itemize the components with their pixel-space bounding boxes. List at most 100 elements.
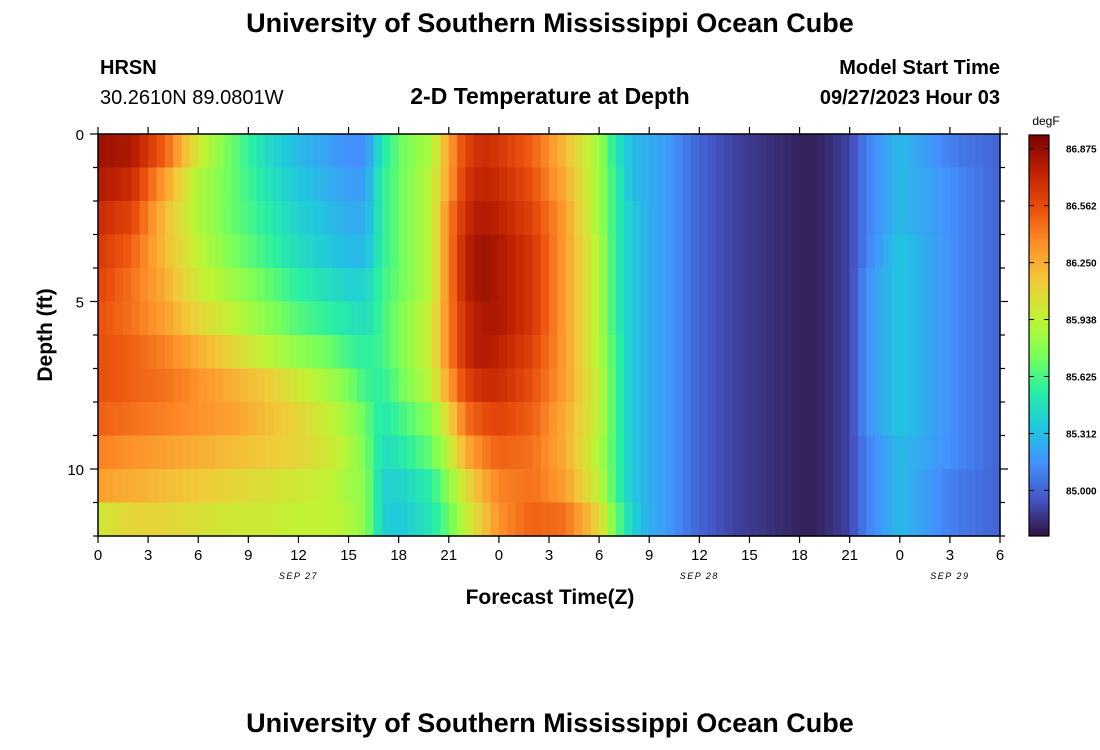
heatmap-cell [716,435,725,470]
heatmap-cell [173,469,183,504]
colorbar-segment [1029,515,1049,519]
heatmap-cell [281,368,291,403]
colorbar-segment [1029,222,1049,226]
heatmap-cell [674,402,684,437]
heatmap-cell [582,435,592,470]
heatmap-cell [532,402,542,437]
heatmap-cell [173,167,183,202]
heatmap-cell [841,134,851,169]
heatmap-cell [515,402,525,437]
heatmap-cell [640,234,650,269]
heatmap-cell [173,435,183,470]
heatmap-cell [565,368,575,403]
heatmap-cell [916,368,926,403]
heatmap-cell [407,234,416,269]
heatmap-cell [473,469,483,504]
heatmap-cell [98,335,107,370]
heatmap-cell [139,502,149,537]
heatmap-cell [189,335,199,370]
heatmap-cell [741,335,751,370]
heatmap-cell [858,201,867,236]
heatmap-cell [515,435,525,470]
heatmap-cell [98,502,107,537]
heatmap-cell [799,335,809,370]
heatmap-cell [423,502,433,537]
heatmap-cell [298,268,308,303]
heatmap-cell [356,469,366,504]
heatmap-cell [214,268,224,303]
heatmap-cell [724,301,734,336]
heatmap-cell [189,134,199,169]
heatmap-cell [807,167,817,202]
colorbar-segment [1029,277,1049,281]
heatmap-cell [883,234,893,269]
colorbar-segment [1029,388,1049,392]
heatmap-cell [532,134,542,169]
heatmap-cell [373,335,383,370]
heatmap-cell [832,301,842,336]
heatmap-cell [849,301,859,336]
heatmap-cell [214,201,224,236]
colorbar-segment [1029,525,1049,529]
heatmap-cell [206,268,216,303]
heatmap-cell [640,134,650,169]
heatmap-cell [440,167,450,202]
heatmap-cell [306,469,316,504]
heatmap-cell [223,268,233,303]
heatmap-cell [298,335,308,370]
heatmap-cell [816,469,826,504]
heatmap-cell [858,268,867,303]
heatmap-cell [766,435,776,470]
heatmap-cell [398,502,408,537]
colorbar-tick-label: 85.000 [1066,486,1097,497]
heatmap-cell [724,469,734,504]
heatmap-cell [774,234,784,269]
heatmap-cell [665,201,675,236]
heatmap-cell [290,502,300,537]
heatmap-cell [156,402,166,437]
heatmap-cell [966,469,976,504]
heatmap-cell [916,201,926,236]
heatmap-cell [883,335,893,370]
heatmap-cell [632,167,642,202]
heatmap-cell [348,134,358,169]
x-tick-label: 12 [691,547,708,564]
heatmap-cell [716,134,725,169]
heatmap-cell [356,335,366,370]
heatmap-cell [966,268,976,303]
colorbar-segment [1029,368,1049,372]
heatmap-cell [290,301,300,336]
heatmap-cell [866,469,876,504]
heatmap-cell [223,435,233,470]
heatmap-cell [139,402,149,437]
heatmap-cell [256,435,266,470]
heatmap-cell [557,502,567,537]
heatmap-cell [791,301,801,336]
heatmap-cell [365,167,375,202]
heatmap-cell [582,234,592,269]
heatmap-cell [933,234,943,269]
heatmap-cell [148,435,158,470]
heatmap-cell [908,201,918,236]
heatmap-cell [432,368,442,403]
heatmap-cell [958,301,968,336]
heatmap-cell [98,134,107,169]
heatmap-cell [624,301,634,336]
heatmap-cell [899,502,909,537]
heatmap-cell [757,502,767,537]
heatmap-cell [991,502,1001,537]
heatmap-cell [139,368,149,403]
heatmap-cell [281,402,291,437]
heatmap-cell [649,201,659,236]
heatmap-cell [181,134,191,169]
heatmap-cell [540,335,550,370]
heatmap-cell [315,502,325,537]
heatmap-cell [657,335,667,370]
heatmap-cell [256,167,266,202]
heatmap-cell [256,301,266,336]
heatmap-cell [415,469,425,504]
heatmap-cell [849,134,859,169]
heatmap-cell [674,201,684,236]
heatmap-cell [599,268,609,303]
heatmap-cell [640,335,650,370]
